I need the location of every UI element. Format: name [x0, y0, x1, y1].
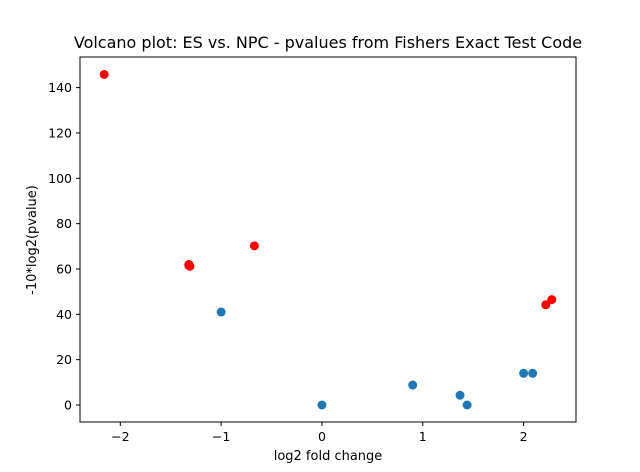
x-tick-label: 2 — [520, 429, 528, 444]
y-tick-label: 100 — [48, 171, 72, 186]
x-tick-label: −2 — [111, 429, 129, 444]
data-point — [541, 300, 551, 310]
x-tick-label: −1 — [212, 429, 230, 444]
data-point — [455, 390, 465, 400]
data-series — [99, 69, 557, 310]
data-point — [317, 400, 327, 410]
data-point — [185, 261, 195, 271]
x-tick-label: 1 — [419, 429, 427, 444]
x-axis-label: log2 fold change — [274, 449, 383, 464]
y-tick-label: 60 — [56, 261, 72, 276]
data-point — [99, 69, 109, 79]
data-series — [216, 307, 538, 410]
y-tick-label: 80 — [56, 216, 72, 231]
chart-title: Volcano plot: ES vs. NPC - pvalues from … — [74, 33, 582, 52]
plot-area-frame — [79, 56, 577, 423]
data-point — [408, 380, 418, 390]
data-points-layer — [99, 69, 557, 410]
y-tick-label: 40 — [56, 307, 72, 322]
y-axis-label: -10*log2(pvalue) — [25, 185, 40, 295]
y-tick-label: 140 — [48, 80, 72, 95]
y-tick-label: 0 — [64, 397, 72, 412]
data-point — [249, 241, 259, 251]
data-point — [528, 368, 538, 378]
x-tick-label: 0 — [318, 429, 326, 444]
data-point — [216, 307, 226, 317]
data-point — [547, 295, 557, 305]
y-tick-label: 120 — [48, 125, 72, 140]
data-point — [519, 368, 529, 378]
y-tick-label: 20 — [56, 352, 72, 367]
data-point — [462, 400, 472, 410]
